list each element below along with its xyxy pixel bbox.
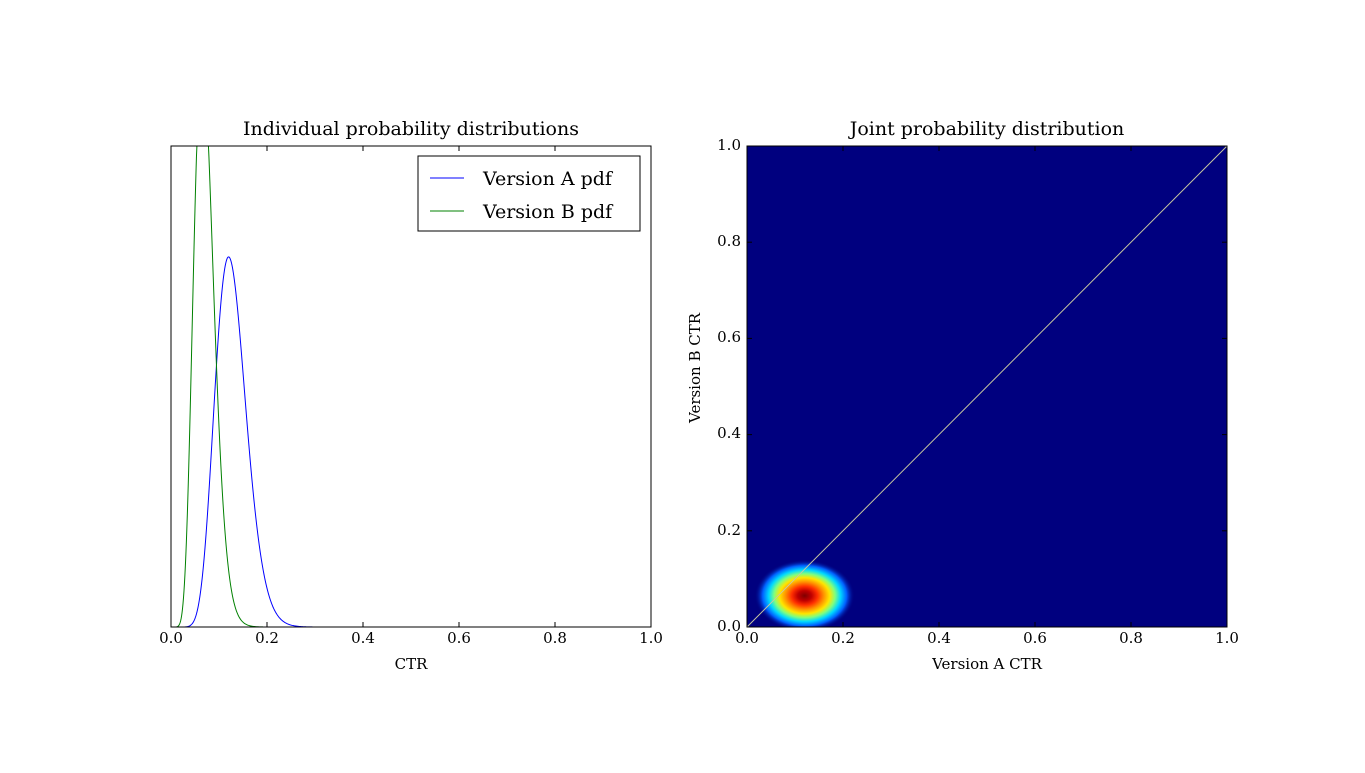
legend-box xyxy=(417,155,641,232)
joint-density-peak xyxy=(754,559,855,627)
joint-chart-title: Joint probability distribution xyxy=(848,118,1125,140)
pdf-x-ticks: 0.0 0.2 0.4 0.6 0.8 1.0 xyxy=(159,146,663,647)
pdf-chart-title: Individual probability distributions xyxy=(243,118,579,140)
pdf-plot-frame xyxy=(170,145,652,628)
pdf-x-tick-label: 0.8 xyxy=(543,629,567,647)
pdf-x-tick-label: 0.4 xyxy=(351,629,375,647)
joint-x-ticks: 0.0 0.2 0.4 0.6 0.8 1.0 xyxy=(735,629,1239,647)
joint-x-tick-label: 0.2 xyxy=(831,629,855,647)
joint-y-tick-label: 0.6 xyxy=(717,328,741,346)
pdf-x-tick-label: 1.0 xyxy=(639,629,663,647)
joint-y-ticks: 0.0 0.2 0.4 0.6 0.8 1.0 xyxy=(717,136,741,635)
joint-y-tick-label: 0.4 xyxy=(717,424,741,442)
joint-x-tick-label: 0.0 xyxy=(735,629,759,647)
legend-label-version-a: Version A pdf xyxy=(482,168,614,190)
joint-y-tick-label: 0.8 xyxy=(717,232,741,250)
joint-x-tick-label: 1.0 xyxy=(1215,629,1239,647)
joint-x-tick-label: 0.6 xyxy=(1023,629,1047,647)
joint-y-tick-label: 1.0 xyxy=(717,136,741,154)
legend-label-version-b: Version B pdf xyxy=(482,201,614,223)
joint-diagonal-line xyxy=(747,146,1227,627)
joint-y-axis-label: Version B CTR xyxy=(686,312,704,424)
joint-x-tick-label: 0.8 xyxy=(1119,629,1143,647)
joint-y-tick-label: 0.2 xyxy=(717,521,741,539)
pdf-chart: Individual probability distributions 0.0… xyxy=(159,118,663,673)
joint-chart: Joint probability distribution xyxy=(686,118,1239,673)
joint-x-tick-label: 0.4 xyxy=(927,629,951,647)
joint-x-axis-label: Version A CTR xyxy=(931,655,1043,673)
joint-plot-frame xyxy=(746,145,1228,628)
pdf-x-tick-label: 0.2 xyxy=(255,629,279,647)
pdf-x-axis-label: CTR xyxy=(395,655,428,673)
pdf-x-tick-label: 0.0 xyxy=(159,629,183,647)
joint-tick-marks xyxy=(746,145,1228,628)
pdf-x-tick-label: 0.6 xyxy=(447,629,471,647)
joint-y-tick-label: 0.0 xyxy=(717,617,741,635)
pdf-legend: Version A pdf Version B pdf xyxy=(417,155,641,232)
